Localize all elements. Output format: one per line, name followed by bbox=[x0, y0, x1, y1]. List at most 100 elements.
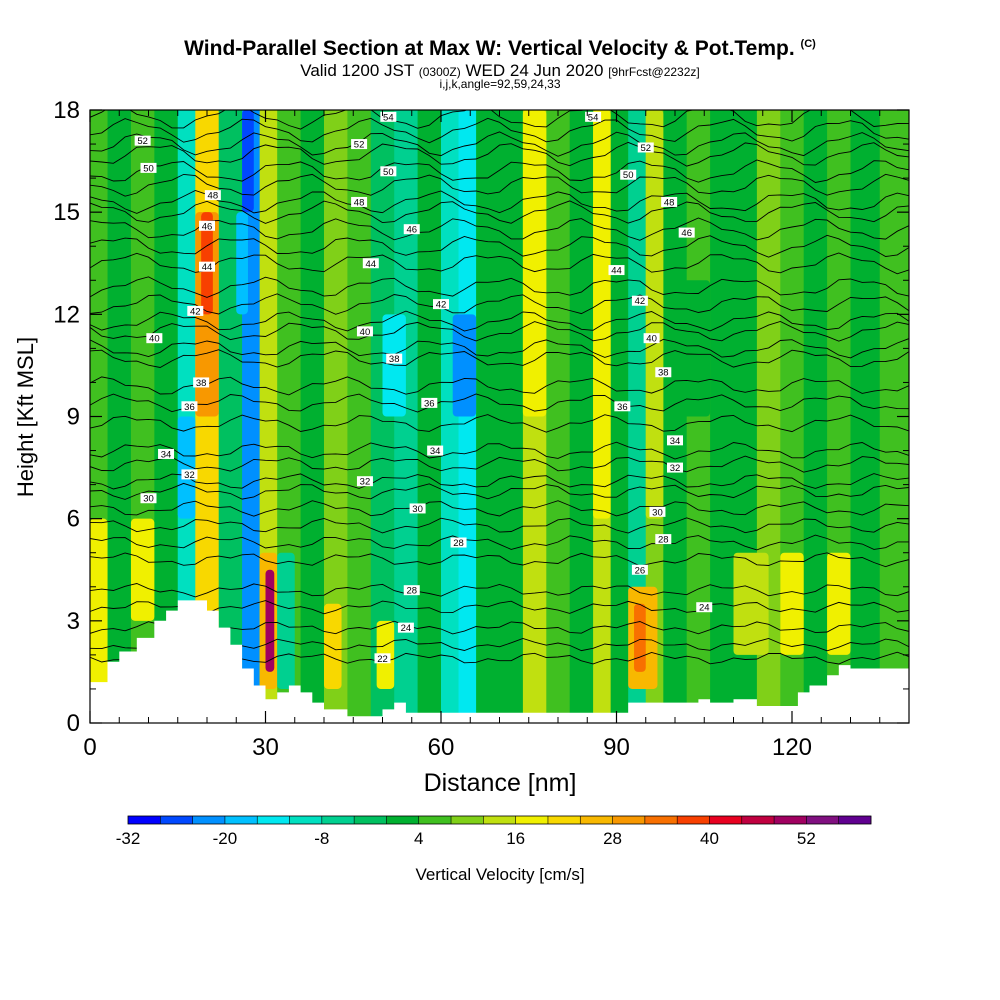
isentrope-label: 28 bbox=[658, 535, 669, 546]
isentrope-line bbox=[90, 376, 909, 396]
isentrope-label-box bbox=[637, 142, 654, 153]
isentrope-label-box bbox=[678, 227, 695, 238]
isentrope-line bbox=[90, 276, 909, 298]
isentrope-label: 28 bbox=[406, 586, 417, 597]
section-indices: i,j,k,angle=92,59,24,33 bbox=[439, 77, 561, 91]
isentrope-line bbox=[90, 310, 909, 332]
velocity-band bbox=[610, 110, 629, 723]
isentrope-label-box bbox=[667, 462, 683, 473]
colorbar-swatch bbox=[774, 816, 807, 824]
velocity-cell bbox=[236, 212, 248, 315]
velocity-cell bbox=[130, 518, 155, 621]
isentrope-label-box bbox=[649, 506, 666, 517]
y-tick-label: 12 bbox=[53, 301, 80, 328]
isentrope-label: 32 bbox=[670, 463, 681, 474]
colorbar-swatch bbox=[547, 816, 581, 824]
isentrope-label-box bbox=[181, 469, 198, 480]
isentrope-label: 54 bbox=[383, 112, 394, 123]
velocity-field bbox=[90, 110, 909, 723]
isentrope-line bbox=[90, 600, 909, 615]
isentrope-label-box bbox=[631, 564, 648, 575]
isentrope-label: 46 bbox=[202, 221, 213, 232]
velocity-band bbox=[850, 110, 881, 723]
colorbar-swatch bbox=[289, 816, 323, 824]
y-tick-label: 0 bbox=[67, 710, 80, 737]
isentrope-label: 50 bbox=[383, 167, 394, 178]
isentrope-line bbox=[90, 482, 909, 500]
isentrope-label: 54 bbox=[588, 112, 599, 123]
x-tick-label: 0 bbox=[83, 734, 96, 761]
isentrope-label: 24 bbox=[699, 603, 710, 614]
isentrope-label-box bbox=[631, 295, 648, 306]
velocity-cell bbox=[645, 110, 664, 519]
isentrope-label: 40 bbox=[360, 327, 371, 338]
isentrope-label-box bbox=[655, 367, 672, 378]
isentrope-line bbox=[90, 321, 909, 342]
velocity-band bbox=[324, 110, 348, 723]
isentrope-label-box bbox=[134, 135, 151, 146]
velocity-cell bbox=[265, 569, 275, 672]
colorbar-tick-label: 28 bbox=[603, 829, 622, 848]
isentrope-label-box bbox=[140, 493, 157, 504]
isentrope-label: 30 bbox=[143, 494, 154, 505]
colorbar-swatch bbox=[580, 816, 613, 824]
isentrope-label: 50 bbox=[143, 163, 154, 174]
isentrope-label-box bbox=[146, 333, 163, 344]
copyright-mark: (C) bbox=[800, 38, 816, 50]
isentrope-label: 48 bbox=[664, 197, 675, 208]
colorbar-label: Vertical Velocity [cm/s] bbox=[415, 865, 584, 884]
chart-subtitle: Valid 1200 JST (0300Z) WED 24 Jun 2020 [… bbox=[0, 61, 1000, 81]
isentrope-label: 44 bbox=[202, 262, 213, 273]
isentrope-label: 40 bbox=[646, 334, 657, 345]
colorbar-swatch bbox=[224, 816, 258, 824]
velocity-cell bbox=[522, 110, 547, 417]
isentrope-label-box bbox=[193, 377, 210, 388]
isentrope-line bbox=[90, 455, 909, 473]
isentrope-label: 52 bbox=[640, 143, 651, 154]
isentrope-label-box bbox=[421, 397, 438, 408]
isentrope-label-box bbox=[181, 401, 198, 412]
colorbar-swatch bbox=[418, 816, 452, 824]
isentrope-line bbox=[90, 293, 909, 315]
isentrope-label: 24 bbox=[401, 623, 412, 634]
colorbar-swatch bbox=[838, 816, 872, 824]
velocity-cell bbox=[452, 314, 477, 417]
colorbar-swatch bbox=[741, 816, 775, 824]
isentrope-label: 44 bbox=[366, 259, 377, 270]
isentrope-label-box bbox=[397, 622, 414, 633]
x-axis-label: Distance [nm] bbox=[424, 769, 577, 797]
colorbar-swatch bbox=[257, 816, 290, 824]
isentrope-line bbox=[90, 583, 909, 598]
isentrope-label-box bbox=[356, 326, 373, 337]
isentrope-label-box bbox=[386, 353, 403, 364]
isentrope-label: 48 bbox=[354, 197, 365, 208]
isentrope-line bbox=[90, 159, 909, 183]
valid-utc: (0300Z) bbox=[418, 65, 461, 79]
isentrope-label-box bbox=[620, 169, 637, 180]
y-axis-label: Height [Kft MSL] bbox=[13, 337, 38, 497]
x-tick-label: 90 bbox=[603, 734, 630, 761]
isentrope-line bbox=[90, 131, 909, 157]
velocity-band bbox=[417, 110, 442, 723]
colorbar-swatch bbox=[515, 816, 549, 824]
isentrope-label: 38 bbox=[658, 368, 669, 379]
colorbar-swatch bbox=[677, 816, 710, 824]
colorbar-swatch bbox=[709, 816, 743, 824]
isentrope-label-box bbox=[643, 333, 660, 344]
colorbar-tick-label: 40 bbox=[700, 829, 719, 848]
isentrope-label-box bbox=[351, 139, 368, 150]
colorbar-swatch bbox=[160, 816, 193, 824]
colorbar-swatch bbox=[451, 816, 484, 824]
velocity-band bbox=[546, 110, 571, 723]
isentrope-label-box bbox=[187, 305, 204, 316]
velocity-cell bbox=[324, 603, 342, 689]
colorbar-swatch bbox=[354, 816, 387, 824]
isentrope-label: 46 bbox=[681, 228, 692, 239]
terrain bbox=[90, 600, 909, 723]
isentrope-label: 36 bbox=[424, 398, 435, 409]
isentrope-label-box bbox=[140, 162, 157, 173]
isentrope-label-box bbox=[696, 602, 713, 613]
isentrope-label: 40 bbox=[149, 334, 160, 345]
